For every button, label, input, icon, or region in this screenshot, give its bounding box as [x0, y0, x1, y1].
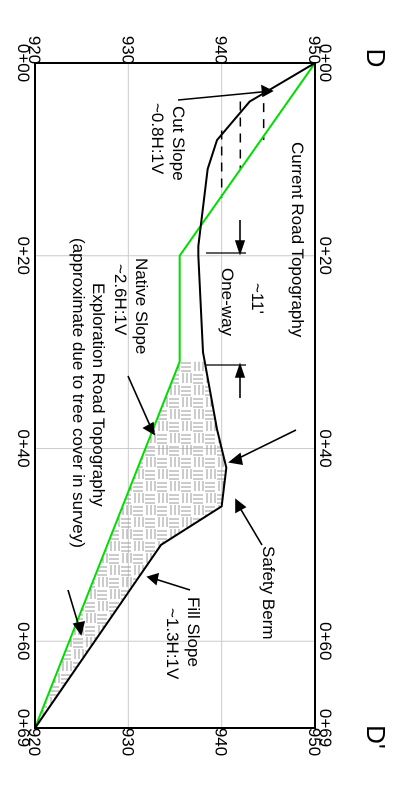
exploration-road-note: (approximate due to tree cover in survey… — [69, 238, 88, 548]
section-label-end: D' — [361, 725, 391, 749]
elevation-tick-label-bottom: 930 — [118, 728, 137, 756]
section-label-start: D — [361, 49, 391, 68]
series-native-ground — [34, 62, 316, 729]
one-way-label: One-way — [218, 268, 237, 337]
elevation-tick-label-top: 920 — [25, 36, 44, 64]
native-slope-label: Native Slope — [132, 258, 151, 354]
fill-hatch — [35, 361, 227, 728]
exploration-road-label: Exploration Road Topography — [89, 283, 108, 507]
station-tick-label-left: 0+69 — [14, 709, 33, 747]
elevation-tick-label-top: 950 — [305, 36, 324, 64]
station-tick-label-right: 0+20 — [316, 237, 335, 275]
series-current-road — [34, 62, 316, 729]
profile-lines — [34, 62, 316, 729]
plot-frame — [34, 62, 316, 729]
fill-area — [35, 361, 227, 728]
road-width-label: ~11' — [248, 283, 267, 314]
native-slope-ratio: ~2.6H:1V — [111, 264, 130, 336]
station-tick-label-right: 0+69 — [316, 709, 335, 747]
fill-slope-ratio: ~1.3H:1V — [163, 608, 182, 680]
annotation-leaders — [67, 84, 297, 636]
station-tick-label-left: 0+60 — [14, 622, 33, 660]
fill-slope-label: Fill Slope — [184, 597, 203, 667]
elevation-tick-label-top: 930 — [118, 36, 137, 64]
elevation-tick-label-top: 940 — [212, 36, 231, 64]
station-tick-label-left: 0+00 — [14, 44, 33, 82]
safety-berm-label: Safety Berm — [259, 546, 278, 640]
elevation-tick-label-bottom: 940 — [212, 728, 231, 756]
cut-slope-label: Cut Slope — [169, 106, 188, 181]
current-road-label: Current Road Topography — [288, 142, 307, 338]
elevation-tick-label-bottom: 920 — [25, 728, 44, 756]
station-tick-label-right: 0+60 — [316, 622, 335, 660]
station-tick-label-right: 0+00 — [316, 44, 335, 82]
station-tick-label-right: 0+40 — [316, 429, 335, 467]
axis-ticks: 0+00 0+00 0+20 0+20 0+40 0+40 0+60 0+60 0+69 0+69… — [14, 36, 335, 756]
cut-dashes — [220, 87, 265, 198]
station-tick-label-left: 0+40 — [14, 429, 33, 467]
elevation-tick-label-bottom: 950 — [305, 728, 324, 756]
station-tick-label-left: 0+20 — [14, 237, 33, 275]
rotated-labels: D D' Current Road Topography Cut Slope ~… — [69, 49, 391, 749]
cut-slope-ratio: ~0.8H:1V — [148, 103, 167, 175]
